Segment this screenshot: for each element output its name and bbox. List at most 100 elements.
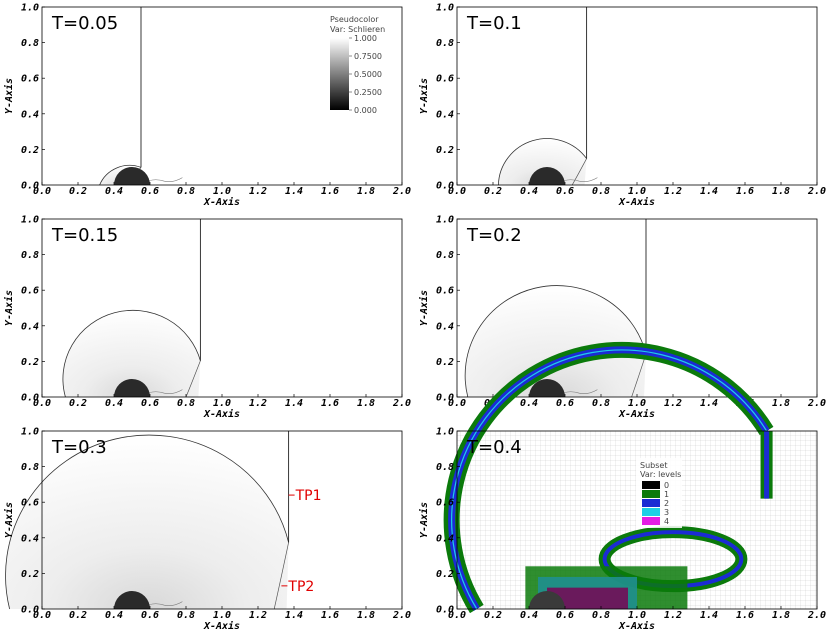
x-tick-label: 2.0 (392, 610, 411, 621)
bow-shock-region (62, 310, 201, 397)
y-tick-label: 0.6 (436, 498, 454, 509)
cylinder (529, 167, 565, 185)
legend-swatch (642, 508, 660, 516)
reflected-wave-line (571, 158, 587, 186)
y-tick-label: 0.8 (436, 38, 454, 49)
x-tick-label: 0.6 (556, 610, 574, 621)
y-tick-label: 0.2 (436, 145, 454, 156)
y-tick-label: 1.0 (436, 427, 454, 438)
x-axis-label: X-Axis (618, 408, 655, 420)
x-tick-label: 1.0 (628, 186, 646, 197)
legend-swatch (642, 490, 660, 498)
legend-title: Subset (640, 461, 667, 470)
x-tick-label: 0.4 (520, 186, 538, 197)
y-tick-label: 0.4 (21, 321, 39, 332)
x-axis-label: X-Axis (203, 196, 240, 208)
x-tick-label: 0.6 (556, 398, 574, 409)
legend-entry-label: 0 (664, 481, 669, 490)
y-axis-label: Y-Axis (3, 502, 15, 538)
legend-entry-label: 2 (664, 499, 669, 508)
y-tick-label: 0.0 (436, 393, 454, 404)
y-tick-label: 0.0 (21, 605, 39, 616)
x-tick-label: 1.6 (321, 610, 339, 621)
legend-tick-label: 0.2500 (354, 88, 382, 97)
x-tick-label: 1.8 (357, 186, 375, 197)
x-axis-label: X-Axis (618, 196, 655, 208)
y-tick-label: 1.0 (21, 3, 39, 14)
x-tick-label: 1.0 (628, 610, 646, 621)
bow-shock-line (498, 138, 587, 186)
legend-tick-label: 0.000 (354, 106, 377, 115)
x-tick-label: 0.8 (592, 186, 610, 197)
x-tick-label: 0.8 (177, 610, 195, 621)
x-tick-label: 2.0 (807, 610, 826, 621)
panel-title: T=0.3 (51, 437, 107, 458)
y-tick-label: 1.0 (21, 215, 39, 226)
y-tick-label: 0.6 (436, 286, 454, 297)
x-tick-label: 1.6 (736, 610, 754, 621)
x-tick-label: 0.8 (177, 186, 195, 197)
y-tick-label: 1.0 (436, 3, 454, 14)
panel-4: 0.0 0.2 0.4 0.6 0.8 1.0 1.2 1.4 1.6 1.8 2.00.00.20… (418, 215, 826, 421)
x-tick-label: 1.0 (628, 398, 646, 409)
legend-tick-label: 0.7500 (354, 52, 382, 61)
x-tick-label: 1.8 (357, 398, 375, 409)
x-tick-label: 0.6 (141, 186, 159, 197)
reflected-wave-line (273, 542, 289, 610)
x-tick-label: 0.0 (448, 186, 466, 197)
y-tick-label: 0.0 (436, 605, 454, 616)
y-tick-label: 0.4 (436, 533, 454, 544)
x-tick-label: 1.2 (249, 398, 267, 409)
y-tick-label: 0.8 (436, 250, 454, 261)
y-tick-label: 0.4 (21, 533, 39, 544)
y-axis-label: Y-Axis (418, 290, 430, 326)
cylinder (114, 591, 150, 609)
y-tick-label: 0.0 (21, 393, 39, 404)
y-tick-label: 0.8 (21, 250, 39, 261)
legend-swatch (642, 499, 660, 507)
x-tick-label: 2.0 (392, 398, 411, 409)
x-tick-label: 0.8 (592, 398, 610, 409)
y-tick-label: 0.0 (21, 181, 39, 192)
x-tick-label: 1.2 (664, 610, 682, 621)
annotation-label: TP2 (287, 579, 314, 595)
y-tick-label: 0.6 (21, 74, 39, 85)
y-tick-label: 0.4 (436, 109, 454, 120)
legend-tick-label: 0.5000 (354, 70, 382, 79)
x-tick-label: 1.2 (249, 610, 267, 621)
y-tick-label: 0.2 (436, 569, 454, 580)
cylinder (529, 591, 565, 609)
legend-tick-label: 1.000 (354, 34, 377, 43)
x-tick-label: 0.4 (105, 610, 123, 621)
y-axis-label: Y-Axis (418, 78, 430, 114)
bow-shock-region (5, 435, 289, 609)
x-tick-label: 2.0 (807, 186, 826, 197)
y-tick-label: 0.6 (21, 498, 39, 509)
x-tick-label: 0.8 (177, 398, 195, 409)
x-tick-label: 1.6 (736, 186, 754, 197)
legend-entry-label: 4 (664, 517, 669, 526)
x-tick-label: 0.2 (69, 186, 87, 197)
x-tick-label: 1.6 (321, 398, 339, 409)
x-tick-label: 1.4 (285, 186, 303, 197)
bow-shock-line (62, 309, 201, 398)
x-tick-label: 0.0 (448, 610, 466, 621)
legend-title: Pseudocolor (330, 15, 379, 24)
x-tick-label: 1.8 (357, 610, 375, 621)
panel-title: T=0.05 (51, 13, 118, 34)
panels-group: 0.0 0.2 0.4 0.6 0.8 1.0 1.2 1.4 1.6 1.8 2.0 0.0 0.2 0… (3, 3, 826, 633)
cylinder (529, 379, 565, 397)
x-tick-label: 0.4 (105, 398, 123, 409)
legend-entry-label: 1 (664, 490, 669, 499)
x-tick-label: 0.4 (520, 398, 538, 409)
x-tick-label: 1.0 (213, 186, 231, 197)
y-tick-label: 1.0 (436, 215, 454, 226)
y-tick-label: 0.2 (21, 145, 39, 156)
legend-swatch (642, 481, 660, 489)
x-tick-label: 1.8 (772, 610, 790, 621)
x-tick-label: 0.2 (69, 398, 87, 409)
cylinder (114, 167, 150, 185)
x-tick-label: 0.0 (33, 610, 51, 621)
y-axis-label: Y-Axis (3, 290, 15, 326)
x-tick-label: 1.2 (664, 398, 682, 409)
